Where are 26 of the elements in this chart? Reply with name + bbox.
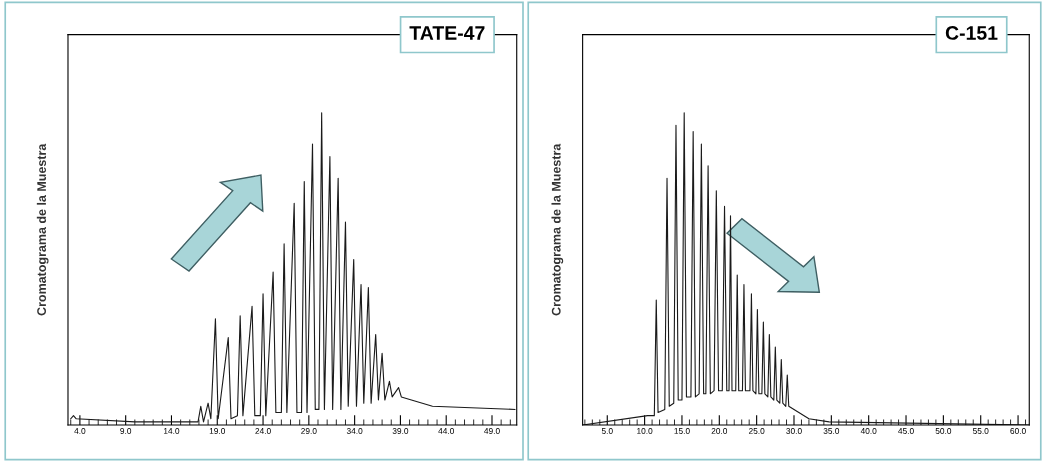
x-tick-label: 30.0: [786, 428, 802, 434]
x-tick-label: 20.0: [711, 428, 728, 434]
x-tick-label: 5.0: [601, 428, 613, 434]
y-axis-title: Cromatograma de la Muestra: [36, 143, 49, 316]
x-tick-label: 4.0: [74, 428, 86, 434]
x-tick-label: 10.0: [637, 428, 653, 434]
x-tick-label: 14.0: [164, 428, 180, 434]
x-tick-label: 50.0: [935, 428, 952, 434]
x-tick-label: 35.0: [823, 428, 840, 434]
x-tick-label: 34.0: [346, 428, 363, 434]
x-tick-label: 19.0: [209, 428, 226, 434]
x-tick-label: 55.0: [972, 428, 989, 434]
x-tick-label: 24.0: [255, 428, 271, 434]
x-tick-label: 40.0: [860, 428, 877, 434]
chart-title: C-151: [945, 26, 998, 40]
x-tick-label: 60.0: [1010, 428, 1026, 434]
x-tick-label: 29.0: [301, 428, 317, 434]
x-tick-label: 39.0: [392, 428, 409, 434]
x-tick-label: 25.0: [748, 428, 765, 434]
x-tick-label: 49.0: [484, 428, 500, 434]
x-tick-label: 44.0: [438, 428, 454, 434]
chart-title: TATE-47: [409, 26, 485, 40]
x-tick-label: 9.0: [120, 428, 132, 434]
x-tick-label: 15.0: [674, 428, 690, 434]
x-tick-label: 45.0: [898, 428, 914, 434]
y-axis-title: Cromatograma de la Muestra: [551, 143, 564, 316]
